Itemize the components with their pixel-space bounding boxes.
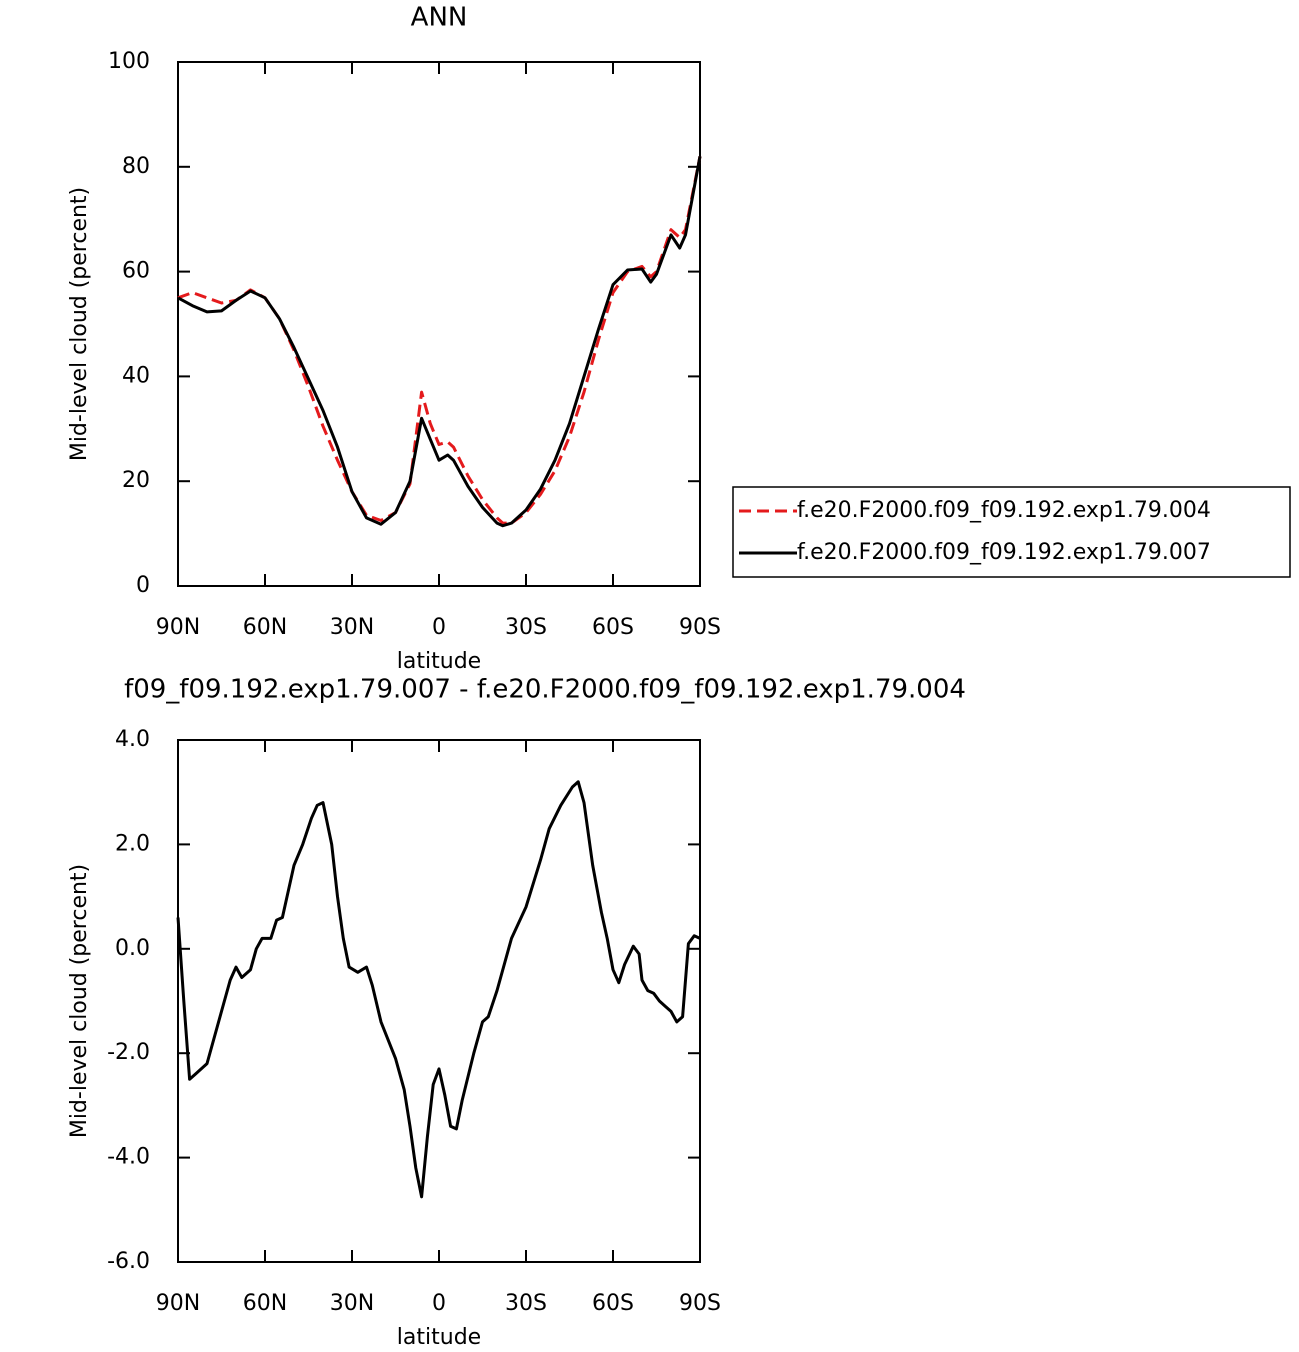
- x-tick-label: 90S: [679, 615, 721, 640]
- y-tick-label: 2.0: [115, 831, 150, 856]
- x-tick-label: 90N: [156, 1291, 200, 1316]
- legend-box: [732, 486, 1291, 578]
- y-tick-label: -6.0: [107, 1249, 150, 1274]
- chart-title: f09_f09.192.exp1.79.007 - f.e20.F2000.f0…: [124, 675, 966, 705]
- data-line: [176, 780, 701, 1199]
- y-tick-label: -2.0: [107, 1040, 150, 1065]
- x-tick-label: 0: [432, 615, 446, 640]
- legend-label: f.e20.F2000.f09_f09.192.exp1.79.004: [797, 498, 1211, 523]
- x-tick-label: 90S: [679, 1291, 721, 1316]
- x-tick-label: 30S: [505, 1291, 547, 1316]
- x-tick-label: 30S: [505, 615, 547, 640]
- x-tick-label: 30N: [330, 615, 374, 640]
- plot-frame: [177, 739, 701, 1263]
- y-tick-label: 60: [122, 259, 150, 284]
- x-tick-label: 30N: [330, 1291, 374, 1316]
- y-axis-label: Mid-level cloud (percent): [67, 187, 92, 461]
- legend-label: f.e20.F2000.f09_f09.192.exp1.79.007: [797, 540, 1211, 565]
- x-tick-label: 90N: [156, 615, 200, 640]
- y-tick-label: -4.0: [107, 1145, 150, 1170]
- x-axis-label: latitude: [397, 1325, 481, 1350]
- y-tick-label: 100: [108, 49, 150, 74]
- x-tick-label: 60N: [243, 1291, 287, 1316]
- x-tick-label: 60N: [243, 615, 287, 640]
- y-tick-label: 40: [122, 363, 150, 388]
- y-axis-label: Mid-level cloud (percent): [67, 864, 92, 1138]
- y-tick-label: 0: [136, 573, 150, 598]
- x-tick-label: 60S: [592, 615, 634, 640]
- chart-title: ANN: [411, 3, 468, 33]
- y-tick-label: 4.0: [115, 727, 150, 752]
- data-line: [177, 156, 702, 525]
- plot-frame: [177, 61, 701, 587]
- x-tick-label: 60S: [592, 1291, 634, 1316]
- data-line: [177, 156, 702, 528]
- y-tick-label: 0.0: [115, 936, 150, 961]
- x-axis-label: latitude: [397, 649, 481, 674]
- y-tick-label: 80: [122, 154, 150, 179]
- x-tick-label: 0: [432, 1291, 446, 1316]
- y-tick-label: 20: [122, 468, 150, 493]
